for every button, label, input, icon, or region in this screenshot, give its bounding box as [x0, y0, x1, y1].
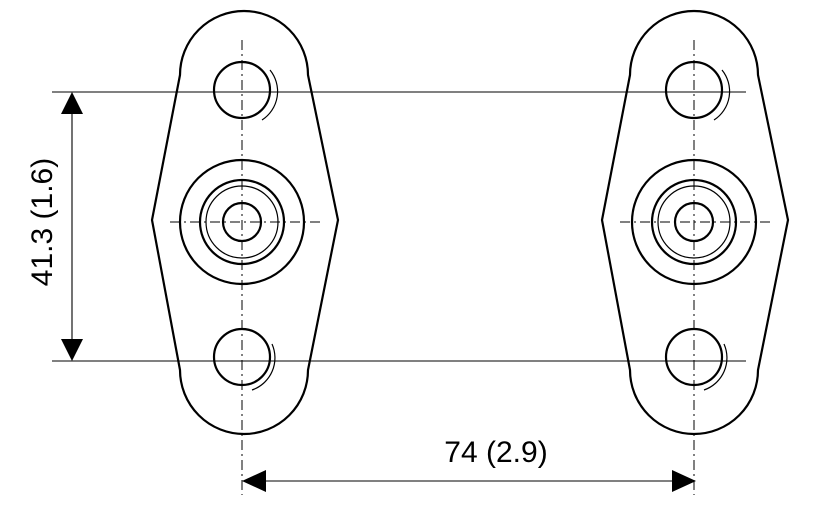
horizontal-dimension-label: 74 (2.9) — [444, 436, 547, 469]
horizontal-arrow-left — [242, 470, 266, 492]
left-bottom-hole — [212, 327, 272, 387]
horizontal-dimension: 74 (2.9) — [242, 436, 696, 492]
vertical-arrow-top — [61, 92, 83, 114]
horizontal-arrow-right — [672, 470, 696, 492]
left-flange-outline — [150, 9, 340, 436]
right-bottom-hole — [664, 327, 724, 387]
right-flange — [600, 9, 790, 495]
vertical-dimension-label: 41.3 (1.6) — [26, 158, 59, 286]
right-flange-outline — [600, 9, 790, 436]
left-flange — [150, 9, 340, 495]
right-bottom-hole-thread — [703, 343, 728, 391]
vertical-arrow-bottom — [61, 339, 83, 361]
right-top-hole-thread — [713, 69, 731, 121]
vertical-dimension: 41.3 (1.6) — [26, 91, 746, 362]
left-bottom-hole-thread — [251, 343, 276, 391]
left-top-hole-thread — [261, 69, 279, 121]
